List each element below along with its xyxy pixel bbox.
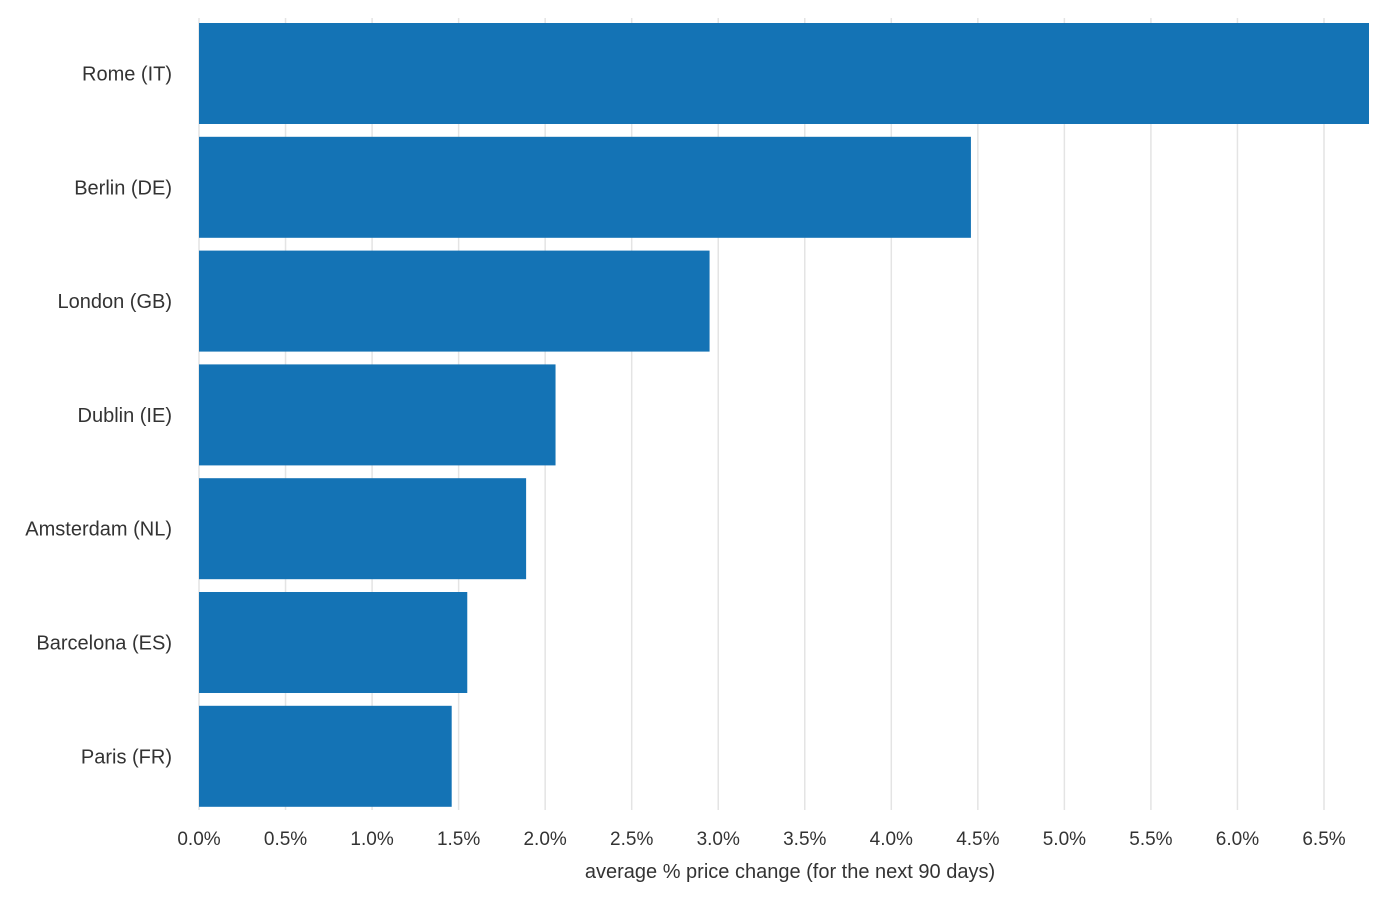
x-tick-label: 4.0% <box>870 829 913 850</box>
x-axis-ticks: 0.0% 0.5% 1.0% 1.5% 2.0% 2.5% 3.0% 3.5% 4.0% 4.5%… <box>177 829 1345 850</box>
x-tick-label: 6.0% <box>1216 829 1259 850</box>
category-label: Amsterdam (NL) <box>25 519 172 541</box>
bars <box>199 23 1369 807</box>
x-tick-label: 2.5% <box>610 829 653 850</box>
x-tick-label: 1.5% <box>437 829 480 850</box>
bar <box>199 136 971 238</box>
category-label: Berlin (DE) <box>74 177 172 199</box>
x-tick-label: 6.5% <box>1302 829 1345 850</box>
x-tick-label: 1.0% <box>350 829 393 850</box>
category-label: Dublin (IE) <box>78 405 172 427</box>
bar <box>199 592 468 693</box>
bar <box>199 478 527 580</box>
x-tick-label: 3.5% <box>783 829 826 850</box>
bar <box>199 705 452 807</box>
category-labels: Rome (IT) Berlin (DE) London (GB) Dublin (I… <box>25 64 172 769</box>
category-label: Rome (IT) <box>82 64 172 86</box>
bar <box>199 250 710 352</box>
category-label: Barcelona (ES) <box>36 633 172 655</box>
x-tick-label: 0.0% <box>177 829 220 850</box>
category-label: London (GB) <box>57 291 172 313</box>
category-label: Paris (FR) <box>81 746 172 768</box>
x-tick-label: 2.0% <box>523 829 566 850</box>
x-tick-label: 0.5% <box>264 829 307 850</box>
x-axis-title: average % price change (for the next 90 … <box>585 861 995 883</box>
x-tick-label: 3.0% <box>697 829 740 850</box>
x-tick-label: 5.5% <box>1129 829 1172 850</box>
x-tick-label: 4.5% <box>956 829 999 850</box>
x-tick-label: 5.0% <box>1043 829 1086 850</box>
bar <box>199 364 556 466</box>
bar <box>199 23 1369 124</box>
